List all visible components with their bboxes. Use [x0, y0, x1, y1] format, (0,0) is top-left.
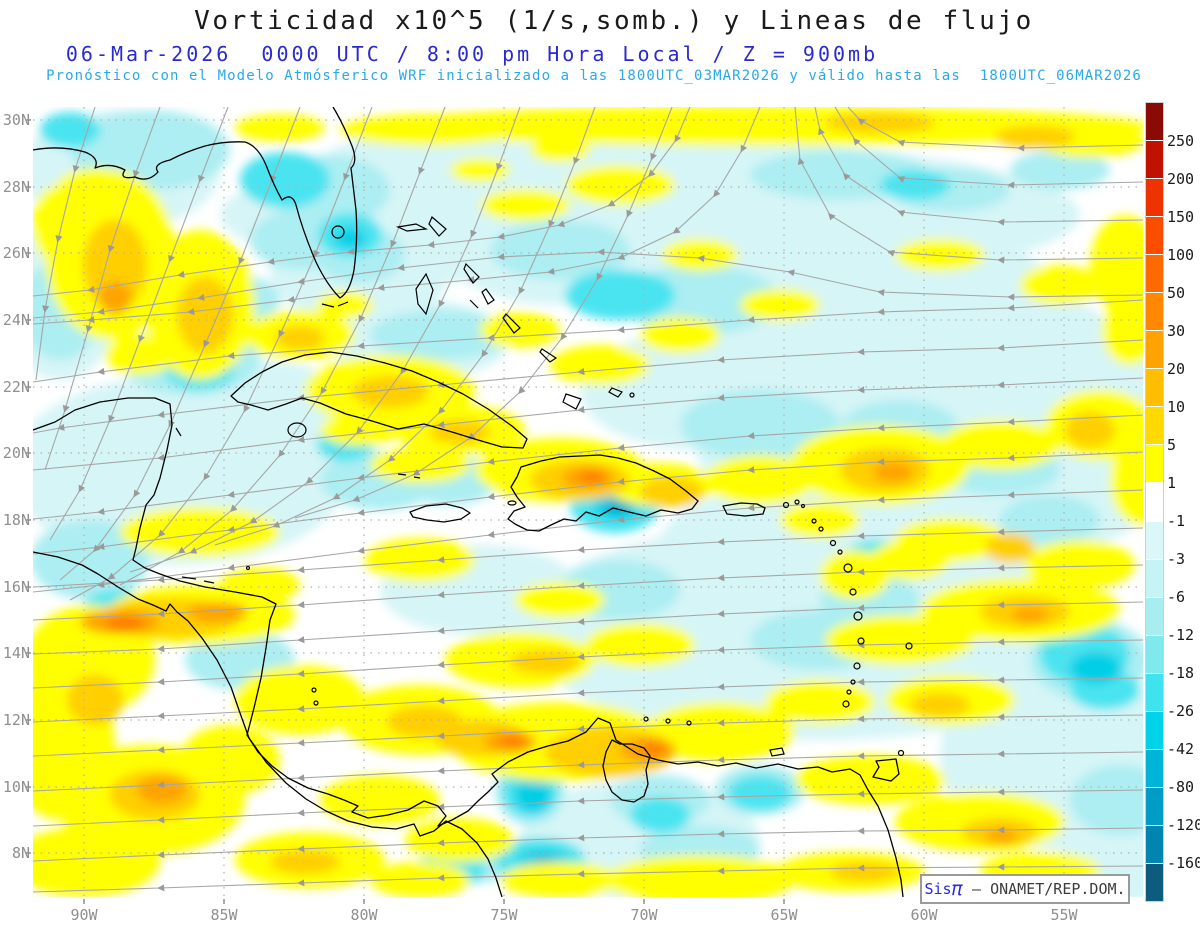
colorbar-segment: [1146, 179, 1163, 217]
colorbar-tick-label: -18: [1167, 664, 1195, 682]
model-subtitle: Pronóstico con el Modelo Atmósferico WRF…: [46, 68, 1142, 84]
colorbar-tick-label: 200: [1167, 170, 1195, 188]
colorbar-tick-label: 10: [1167, 398, 1186, 416]
colorbar-segment: [1146, 711, 1163, 749]
colorbar-tick-label: -3: [1167, 550, 1186, 568]
colorbar-segment: [1146, 749, 1163, 787]
colorbar-tick-label: -6: [1167, 588, 1186, 606]
lon-tick-label: 85W: [210, 906, 238, 924]
colorbar-segment: [1146, 217, 1163, 255]
lat-tick-label: 22N: [2, 378, 30, 396]
colorbar-tick-label: -120: [1167, 816, 1200, 834]
colorbar-tick-label: -12: [1167, 626, 1195, 644]
lat-tick-label: 28N: [2, 178, 30, 196]
colorbar-tick-label: -80: [1167, 778, 1195, 796]
lat-tick-label: 18N: [2, 511, 30, 529]
lat-tick-label: 12N: [2, 711, 30, 729]
colorbar-tick-label: -26: [1167, 702, 1195, 720]
watermark-box: Sis π – ONAMET/REP.DOM.: [920, 874, 1130, 904]
watermark-text: – ONAMET/REP.DOM.: [972, 880, 1126, 898]
colorbar-segment: [1146, 673, 1163, 711]
lon-tick-label: 65W: [770, 906, 798, 924]
colorbar-tick-label: 5: [1167, 436, 1177, 454]
colorbar: [1145, 102, 1164, 902]
colorbar-segment: [1146, 483, 1163, 521]
colorbar-segment: [1146, 369, 1163, 407]
colorbar-segment: [1146, 825, 1163, 863]
lon-tick-label: 60W: [910, 906, 938, 924]
colorbar-tick-label: 30: [1167, 322, 1186, 340]
colorbar-segment: [1146, 141, 1163, 179]
colorbar-segment: [1146, 255, 1163, 293]
colorbar-tick-label: 250: [1167, 132, 1195, 150]
lat-tick-label: 24N: [2, 311, 30, 329]
lon-tick-label: 80W: [350, 906, 378, 924]
lon-tick-label: 75W: [490, 906, 518, 924]
colorbar-tick-label: 50: [1167, 284, 1186, 302]
colorbar-segment: [1146, 407, 1163, 445]
pi-icon: π: [951, 877, 963, 900]
colorbar-segment: [1146, 445, 1163, 483]
colorbar-segment: [1146, 521, 1163, 559]
validity-subtitle: 06-Mar-2026 0000 UTC / 8:00 pm Hora Loca…: [65, 42, 879, 66]
colorbar-tick-label: 150: [1167, 208, 1195, 226]
watermark-brand: Sis: [924, 880, 952, 898]
colorbar-segment: [1146, 331, 1163, 369]
lat-tick-label: 8N: [11, 844, 30, 862]
colorbar-segment: [1146, 635, 1163, 673]
vorticity-shading-layer: [33, 107, 1143, 897]
colorbar-segment: [1146, 559, 1163, 597]
colorbar-tick-label: -160: [1167, 854, 1200, 872]
lat-tick-label: 16N: [2, 578, 30, 596]
colorbar-tick-label: 20: [1167, 360, 1186, 378]
colorbar-segment: [1146, 103, 1163, 141]
colorbar-tick-label: -1: [1167, 512, 1186, 530]
colorbar-segment: [1146, 863, 1163, 901]
colorbar-segment: [1146, 787, 1163, 825]
lat-tick-label: 30N: [2, 111, 30, 129]
colorbar-tick-label: 100: [1167, 246, 1195, 264]
lat-tick-label: 26N: [2, 244, 30, 262]
lat-tick-label: 14N: [2, 644, 30, 662]
lon-tick-label: 90W: [70, 906, 98, 924]
streamlines-layer: [33, 107, 1143, 893]
colorbar-segment: [1146, 293, 1163, 331]
colorbar-tick-label: -42: [1167, 740, 1195, 758]
coastlines-layer: [33, 107, 913, 897]
page-title: Vorticidad x10^5 (1/s,somb.) y Lineas de…: [194, 6, 1034, 36]
lat-tick-label: 10N: [2, 778, 30, 796]
colorbar-segment: [1146, 597, 1163, 635]
lon-tick-label: 55W: [1050, 906, 1078, 924]
lat-tick-label: 20N: [2, 444, 30, 462]
lon-tick-label: 70W: [630, 906, 658, 924]
colorbar-tick-label: 1: [1167, 474, 1177, 492]
